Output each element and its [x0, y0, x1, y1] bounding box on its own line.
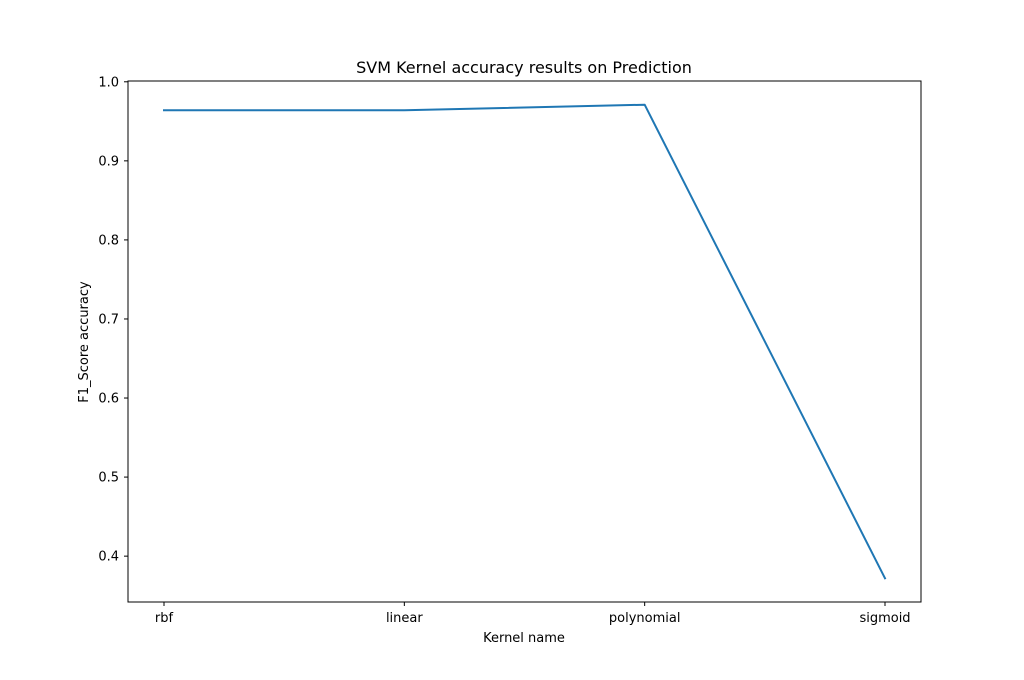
y-axis-label: F1_Score accuracy: [77, 281, 92, 403]
y-tick-label: 0.8: [98, 233, 119, 248]
y-tick-label: 0.5: [98, 471, 119, 486]
x-tick-label: sigmoid: [859, 611, 910, 626]
x-tick-label: linear: [386, 611, 423, 626]
y-tick-label: 0.6: [98, 392, 119, 407]
plot-area-frame: [127, 80, 922, 603]
y-tick-label: 1.0: [98, 75, 119, 90]
series-line: [163, 103, 887, 580]
y-tick-label: 0.4: [98, 550, 119, 565]
x-axis-ticks: rbf linear polynomial sigmoid: [155, 602, 911, 626]
chart-title: SVM Kernel accuracy results on Predictio…: [356, 58, 692, 77]
x-tick-label: rbf: [155, 611, 174, 626]
y-tick-label: 0.7: [98, 312, 119, 327]
y-tick-label: 0.9: [98, 154, 119, 169]
y-axis-ticks: 0.4 0.5 0.6 0.7 0.8 0.9 1.0: [98, 75, 128, 565]
x-axis-label: Kernel name: [483, 631, 565, 646]
x-tick-label: polynomial: [609, 611, 681, 626]
series-layer: [163, 103, 887, 580]
